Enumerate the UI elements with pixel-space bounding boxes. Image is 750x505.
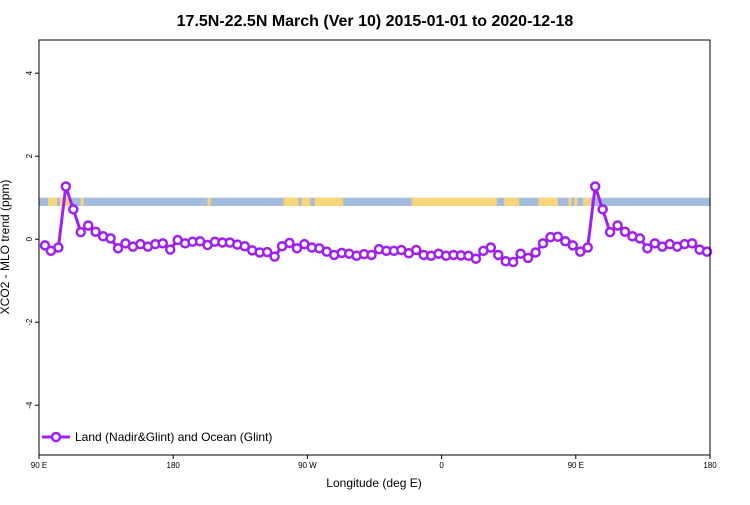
data-point <box>530 247 541 258</box>
chart-title: 17.5N-22.5N March (Ver 10) 2015-01-01 to… <box>177 13 574 30</box>
data-point <box>75 226 87 238</box>
data-point <box>164 244 176 255</box>
x-tick-label: 90 E <box>568 461 584 470</box>
data-point <box>493 249 504 261</box>
land-segment <box>411 197 421 206</box>
y-axis-ticks: -4 -2 0 2 4 <box>25 70 39 409</box>
x-axis-label: Longitude (deg E) <box>326 476 421 490</box>
data-point <box>105 233 116 244</box>
data-point <box>470 253 482 264</box>
land-segment <box>568 197 572 206</box>
data-point <box>269 251 280 262</box>
data-point <box>112 243 124 254</box>
data-point <box>82 220 94 231</box>
land-segment <box>301 197 311 206</box>
ocean-band <box>39 197 710 206</box>
data-point <box>68 204 79 215</box>
data-point <box>239 241 251 252</box>
data-point <box>522 252 534 264</box>
data-point <box>589 181 601 192</box>
data-point <box>604 226 616 238</box>
data-point <box>575 246 586 257</box>
land-segment <box>283 197 299 206</box>
data-point <box>552 231 564 242</box>
data-point <box>291 243 303 254</box>
data-point <box>642 243 653 254</box>
x-tick-label: 180 <box>167 461 181 470</box>
land-segment <box>314 197 344 206</box>
x-tick-label: 90 E <box>31 461 47 470</box>
data-point <box>90 226 101 237</box>
data-point <box>567 240 579 251</box>
legend-marker <box>50 431 62 443</box>
land-segment <box>513 197 520 206</box>
data-point <box>686 238 698 249</box>
data-point <box>157 238 169 249</box>
x-tick-label: 90 W <box>298 461 317 470</box>
land-segment <box>207 197 211 206</box>
data-point <box>619 226 631 237</box>
land-segment <box>420 197 497 206</box>
data-point <box>582 242 593 253</box>
land-segment <box>574 197 578 206</box>
land-segment <box>59 197 72 206</box>
data-point <box>411 244 422 256</box>
data-point <box>261 246 273 258</box>
data-point <box>701 246 713 257</box>
y-tick-label: -4 <box>25 401 34 409</box>
land-ocean-strip <box>39 197 710 206</box>
x-axis-ticks: 90 E 180 90 W 0 90 E 180 <box>31 455 717 470</box>
data-point <box>597 204 608 215</box>
data-point <box>53 242 64 253</box>
y-tick-label: -2 <box>25 318 34 326</box>
plot-frame <box>38 39 711 456</box>
data-point <box>485 242 497 253</box>
land-segment <box>80 197 84 206</box>
land-segment <box>504 197 517 206</box>
legend: Land (Nadir&Glint) and Ocean (Glint) <box>42 430 272 444</box>
legend-label: Land (Nadir&Glint) and Ocean (Glint) <box>75 430 272 444</box>
data-point <box>60 181 72 192</box>
data-point <box>515 248 526 259</box>
x-tick-label: 180 <box>703 461 717 470</box>
x-tick-label: 0 <box>439 461 444 470</box>
y-axis-label: XCO2 - MLO trend (ppm) <box>0 180 12 315</box>
data-point <box>537 238 549 249</box>
data-point <box>634 233 646 244</box>
y-tick-label: 4 <box>25 70 34 75</box>
data-point <box>612 220 623 231</box>
y-tick-label: 0 <box>25 236 34 241</box>
land-segment <box>538 197 558 206</box>
land-segment <box>583 197 591 206</box>
data-point <box>366 249 377 261</box>
y-tick-label: 2 <box>25 153 34 158</box>
land-segment <box>47 197 57 206</box>
data-point <box>507 256 519 268</box>
data-point <box>284 237 295 249</box>
data-point <box>560 236 571 247</box>
series-layer <box>39 181 713 268</box>
